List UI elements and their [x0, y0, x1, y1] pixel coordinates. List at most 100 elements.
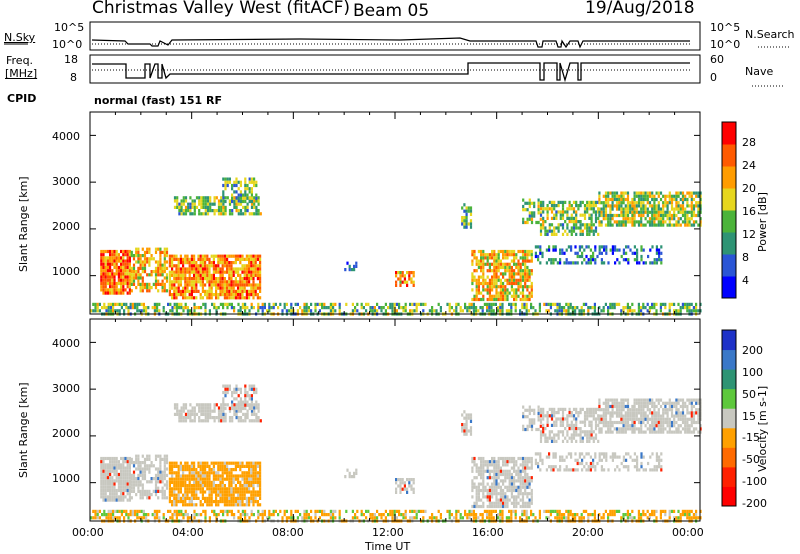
echo-cell [204, 474, 207, 478]
echo-cell [191, 412, 194, 416]
echo-cell [235, 403, 238, 407]
echo-cell [526, 424, 529, 428]
echo-cell [486, 256, 489, 260]
echo-cell [618, 204, 621, 208]
echo-cell [184, 199, 188, 203]
echo-cell [239, 493, 242, 497]
echo-cell [613, 191, 616, 195]
echo-cell [208, 283, 211, 287]
echo-cell [508, 476, 511, 480]
echo-cell [657, 220, 660, 224]
echo-cell [602, 306, 605, 310]
echo-cell [109, 469, 112, 473]
echo-cell [670, 213, 674, 218]
echo-cell [257, 209, 260, 213]
echo-cell [415, 302, 418, 306]
echo-cell [222, 196, 225, 200]
echo-cell [250, 397, 253, 401]
echo-cell [131, 302, 134, 306]
echo-cell [697, 207, 700, 211]
echo-cell [579, 427, 582, 431]
echo-cell [141, 483, 144, 487]
echo-cell [549, 306, 552, 310]
echo-cell [609, 220, 612, 224]
echo-cell [257, 403, 260, 407]
echo-cell [200, 212, 203, 216]
echo-cell [502, 262, 505, 266]
echo-cell [231, 193, 234, 197]
echo-cell [675, 201, 678, 205]
power-cb-tick: 28 [742, 136, 756, 149]
echo-cell [666, 401, 669, 405]
echo-cell [239, 484, 242, 488]
echo-cell [526, 495, 529, 499]
echo-cell [126, 482, 129, 486]
echo-cell [528, 411, 531, 416]
echo-cell [256, 277, 259, 281]
echo-cell [230, 496, 233, 500]
echo-cell [223, 270, 226, 274]
echo-cell [111, 495, 114, 499]
echo-cell [125, 302, 128, 306]
echo-cell [522, 415, 525, 419]
echo-cell [688, 424, 691, 428]
echo-cell [670, 420, 674, 425]
echo-cell [690, 420, 693, 425]
echo-cell [242, 199, 245, 204]
echo-cell [226, 477, 229, 481]
echo-cell [180, 205, 183, 209]
echo-cell [100, 288, 103, 292]
echo-cell [493, 479, 496, 483]
echo-cell [354, 306, 357, 310]
echo-cell [177, 484, 180, 488]
echo-cell [681, 417, 685, 421]
echo-cell [210, 480, 213, 484]
echo-cell [649, 261, 652, 265]
echo-cell [655, 204, 658, 208]
echo-cell [463, 219, 466, 223]
echo-cell [699, 220, 702, 224]
echo-cell [189, 409, 192, 413]
echo-cell [522, 217, 525, 221]
echo-cell [186, 296, 189, 300]
echo-cell [195, 205, 199, 209]
echo-cell [477, 485, 480, 489]
echo-cell [197, 267, 200, 271]
echo-cell [128, 249, 131, 254]
echo-cell [237, 193, 240, 197]
echo-cell [165, 483, 169, 487]
echo-cell [233, 180, 236, 184]
echo-cell [152, 464, 155, 468]
echo-cell [615, 398, 619, 402]
echo-cell [668, 210, 671, 214]
echo-cell [521, 463, 525, 467]
echo-cell [254, 490, 257, 494]
echo-cell [179, 496, 182, 500]
echo-cell [250, 464, 253, 468]
echo-cell [528, 418, 531, 422]
echo-cell [161, 477, 164, 481]
echo-cell [642, 191, 645, 195]
echo-cell [92, 302, 95, 306]
echo-cell [259, 487, 262, 491]
echo-cell [376, 309, 379, 313]
echo-cell [581, 439, 584, 443]
echo-cell [350, 268, 353, 272]
echo-cell [677, 417, 680, 421]
echo-cell [598, 194, 601, 198]
echo-cell [219, 261, 222, 265]
echo-cell [219, 270, 222, 274]
echo-cell [613, 427, 616, 431]
echo-cell [681, 401, 685, 405]
echo-cell [135, 480, 138, 484]
echo-cell [168, 277, 171, 281]
echo-cell [515, 498, 518, 502]
echo-cell [210, 500, 213, 504]
echo-cell [502, 294, 505, 298]
echo-cell [148, 263, 151, 267]
echo-cell [106, 269, 109, 273]
echo-cell [120, 463, 123, 467]
echo-cell [589, 306, 592, 310]
echo-cell [508, 262, 511, 266]
echo-cell [455, 306, 458, 310]
